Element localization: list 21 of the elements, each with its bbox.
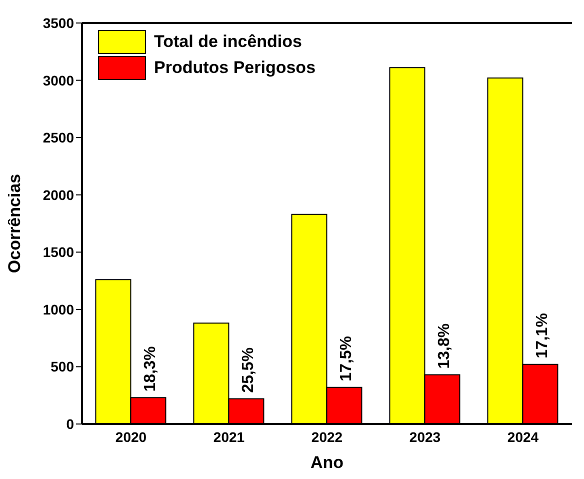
y-tick-label: 1000: [42, 301, 74, 318]
x-tick-label: 2021: [213, 428, 245, 445]
legend-label: Produtos Perigosos: [154, 58, 316, 78]
x-tick-label: 2022: [311, 428, 343, 445]
annotation: 17,1%: [534, 313, 552, 358]
x-tick-label: 2024: [507, 428, 539, 445]
y-tick-label: 2000: [42, 186, 74, 203]
annotation: 25,5%: [240, 347, 258, 393]
annotation: 13,8%: [436, 323, 454, 369]
y-tick-label: 2500: [42, 130, 74, 146]
y-tick-label: 3500: [42, 14, 74, 31]
y-tick-label: 500: [50, 358, 74, 375]
x-tick-label: 2020: [115, 428, 147, 445]
annotation: 18,3%: [142, 346, 160, 392]
x-tick-label: 2023: [409, 428, 441, 445]
annotation: 17,5%: [338, 336, 356, 382]
legend-label: Total de incêndios: [154, 32, 302, 52]
x-axis-title: Ano: [310, 453, 344, 472]
y-tick-label: 0: [66, 416, 74, 432]
y-tick-label: 1500: [42, 244, 74, 260]
y-tick-label: 3000: [42, 72, 74, 88]
